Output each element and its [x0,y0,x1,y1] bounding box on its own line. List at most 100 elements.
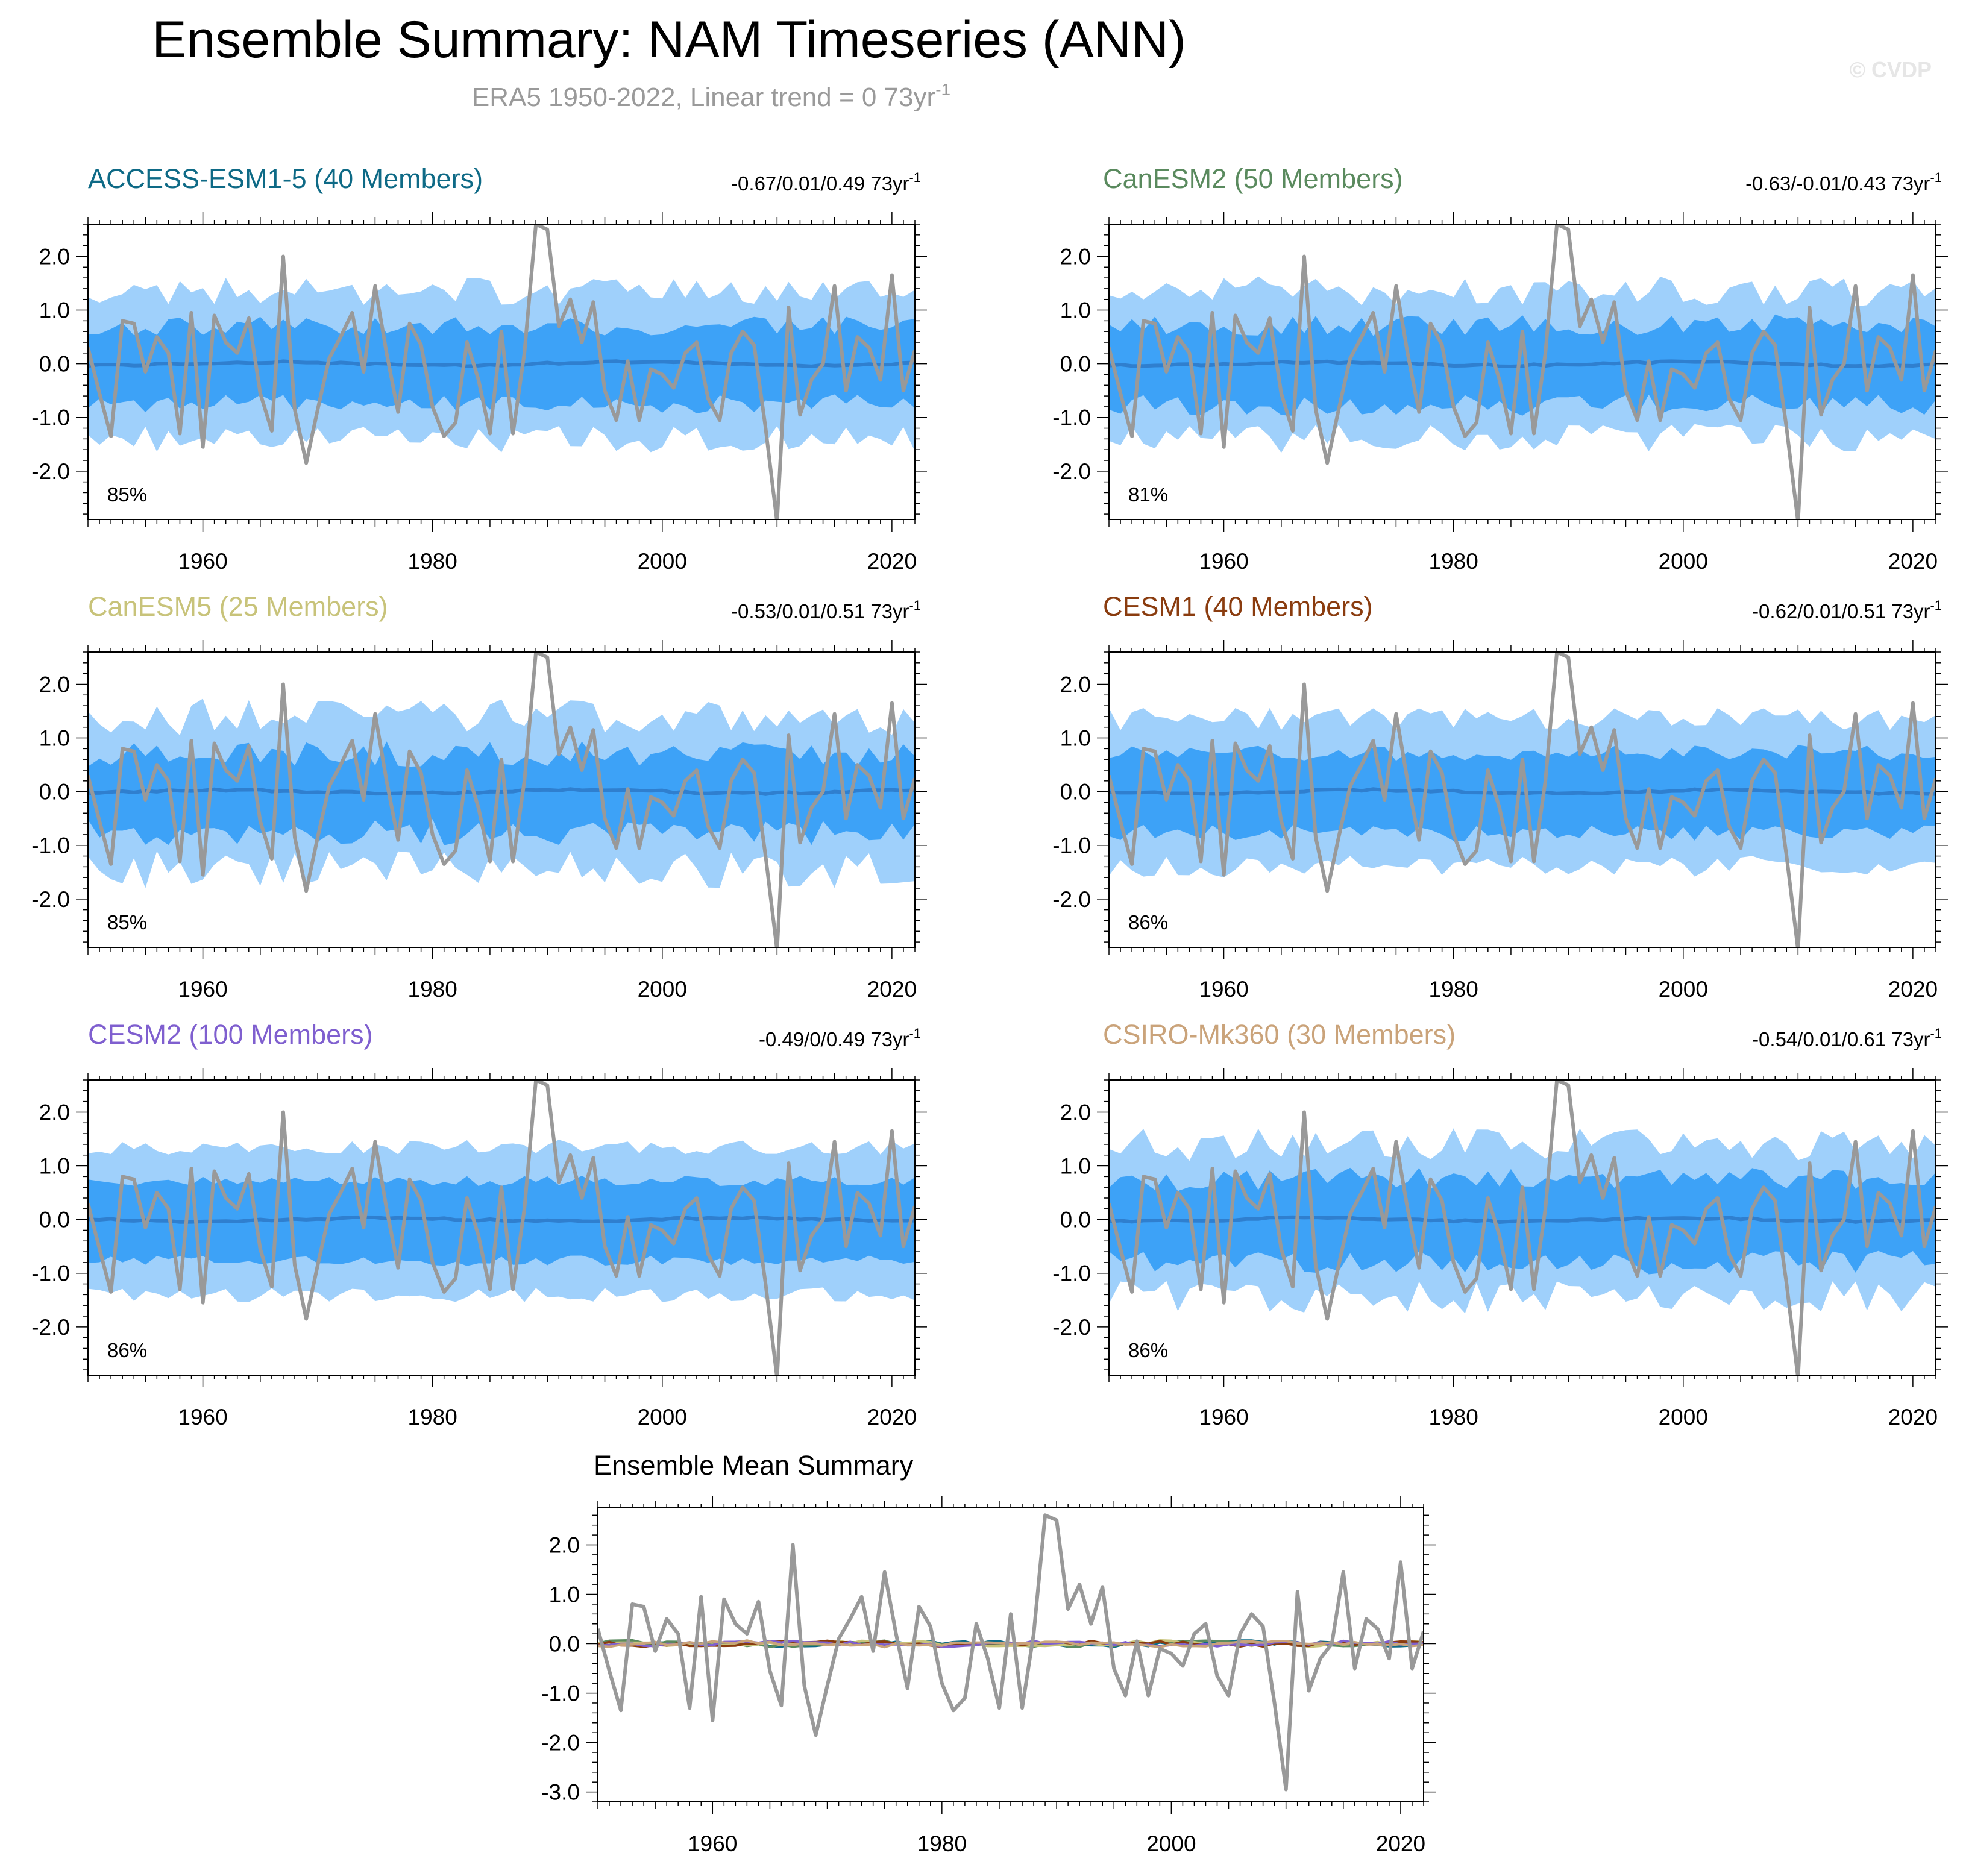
y-tick-label: -1.0 [31,1261,70,1286]
panel-csiro: CSIRO-Mk360 (30 Members) -0.54/0.01/0.61 … [1052,1019,1948,1429]
y-tick-label: 1.0 [549,1583,580,1607]
ensemble-mean-line [1109,1215,1936,1225]
observations-line [88,224,915,519]
y-tick-label: 2.0 [1060,672,1091,697]
trend-sup: -1 [1930,170,1942,185]
observations-line [1109,224,1936,519]
trend-main: -0.53/0.01/0.51 73yr [731,600,909,623]
panel-plot-area [88,1080,915,1375]
figure-subtitle-sup: -1 [935,80,950,99]
x-tick-label: 2000 [638,549,687,574]
observations-line [1109,1080,1936,1375]
y-tick-label: 2.0 [549,1533,580,1558]
y-tick-label: -3.0 [541,1780,580,1805]
trend-sup: -1 [909,598,921,613]
panel-trend-text: -0.67/0.01/0.49 73yr-1 [731,170,921,195]
trend-sup: -1 [1930,1026,1942,1041]
y-tick-label: 0.0 [39,780,70,805]
y-tick-label: 1.0 [1060,726,1091,751]
x-tick-label: 2020 [1888,977,1938,1002]
x-tick-label: 1980 [408,1405,457,1429]
y-tick-label: 0.0 [39,1208,70,1232]
panel-title: CESM2 (100 Members) [88,1019,373,1050]
x-tick-label: 2000 [1146,1831,1196,1856]
x-tick-label: 2000 [1659,549,1708,574]
y-tick-label: -2.0 [31,1315,70,1340]
y-tick-label: 1.0 [39,726,70,751]
panel-trend-text: -0.53/0.01/0.51 73yr-1 [731,598,921,623]
x-tick-label: 2000 [1659,977,1708,1002]
panel-plot-area [88,652,915,947]
y-tick-label: -1.0 [1052,1261,1091,1286]
percent-label: 81% [1128,483,1168,506]
y-tick-label: 2.0 [1060,244,1091,269]
x-tick-label: 1980 [917,1831,967,1856]
x-tick-label: 1980 [1429,1405,1478,1429]
panel-trend-text: -0.63/-0.01/0.43 73yr-1 [1745,170,1942,195]
x-tick-label: 2020 [867,977,917,1002]
panel-title: ACCESS-ESM1-5 (40 Members) [88,163,483,194]
trend-main: -0.49/0/0.49 73yr [759,1028,909,1050]
x-tick-label: 2000 [638,977,687,1002]
x-tick-label: 1980 [408,549,457,574]
y-tick-label: 0.0 [1060,780,1091,805]
panel-plot-area [1109,224,1936,519]
figure-subtitle-main: ERA5 1950-2022, Linear trend = 0 73yr [472,83,935,112]
x-tick-label: 2020 [1376,1831,1425,1856]
x-tick-label: 1960 [178,549,227,574]
y-tick-label: 1.0 [39,298,70,323]
panel-trend-text: -0.54/0.01/0.61 73yr-1 [1752,1026,1942,1050]
x-tick-label: 1960 [1199,1405,1248,1429]
percent-label: 86% [107,1339,147,1361]
x-tick-label: 2000 [638,1405,687,1429]
y-tick-label: 0.0 [39,352,70,377]
percent-label: 85% [107,911,147,933]
trend-main: -0.54/0.01/0.61 73yr [1752,1028,1930,1050]
percent-label: 86% [1128,911,1168,933]
panel-title: CSIRO-Mk360 (30 Members) [1103,1019,1456,1050]
x-tick-label: 2020 [1888,549,1938,574]
y-tick-label: -2.0 [1052,459,1091,484]
y-tick-label: -2.0 [31,459,70,484]
y-tick-label: 2.0 [39,1100,70,1125]
y-tick-label: 2.0 [1060,1100,1091,1125]
x-tick-label: 1960 [688,1831,737,1856]
y-tick-label: 1.0 [1060,298,1091,323]
model-panels: ACCESS-ESM1-5 (40 Members) -0.67/0.01/0.4… [31,163,1948,1429]
observations-line [1109,652,1936,947]
trend-sup: -1 [909,1026,921,1041]
trend-main: -0.67/0.01/0.49 73yr [731,172,909,195]
figure-subtitle: ERA5 1950-2022, Linear trend = 0 73yr-1 [472,80,950,112]
panel-cesm1: CESM1 (40 Members) -0.62/0.01/0.51 73yr-1… [1052,591,1948,1002]
x-tick-label: 1980 [1429,549,1478,574]
observations-line [88,1080,915,1375]
panel-canesm2: CanESM2 (50 Members) -0.63/-0.01/0.43 73y… [1052,163,1948,574]
x-tick-label: 1960 [1199,549,1248,574]
panel-title: CanESM5 (25 Members) [88,591,388,622]
plot-frame [597,1507,1424,1802]
observations-line [88,652,915,947]
x-tick-label: 1960 [1199,977,1248,1002]
y-tick-label: -2.0 [31,887,70,912]
x-tick-label: 2000 [1659,1405,1708,1429]
ensemble-mean-line [88,787,915,796]
trend-main: -0.63/-0.01/0.43 73yr [1745,172,1930,195]
y-tick-label: -2.0 [1052,1315,1091,1340]
y-tick-label: 1.0 [1060,1154,1091,1179]
y-tick-label: -1.0 [1052,406,1091,430]
y-tick-label: -1.0 [31,833,70,858]
panel-access: ACCESS-ESM1-5 (40 Members) -0.67/0.01/0.4… [31,163,927,574]
trend-sup: -1 [909,170,921,185]
x-tick-label: 1960 [178,1405,227,1429]
y-tick-label: -2.0 [1052,887,1091,912]
observations-line [598,1513,1424,1792]
model-mean-line [598,1639,1424,1649]
cvdp-watermark: © CVDP [1849,57,1932,82]
figure-title: Ensemble Summary: NAM Timeseries (ANN) [152,11,1186,69]
ensemble-mean-line [88,1215,915,1224]
y-tick-label: 2.0 [39,244,70,269]
ensemble-mean-line [88,359,915,368]
ensemble-mean-summary-panel: Ensemble Mean Summary 1960 1980 2000 2020 2.0… [541,1450,1436,1856]
y-tick-label: -1.0 [31,406,70,430]
